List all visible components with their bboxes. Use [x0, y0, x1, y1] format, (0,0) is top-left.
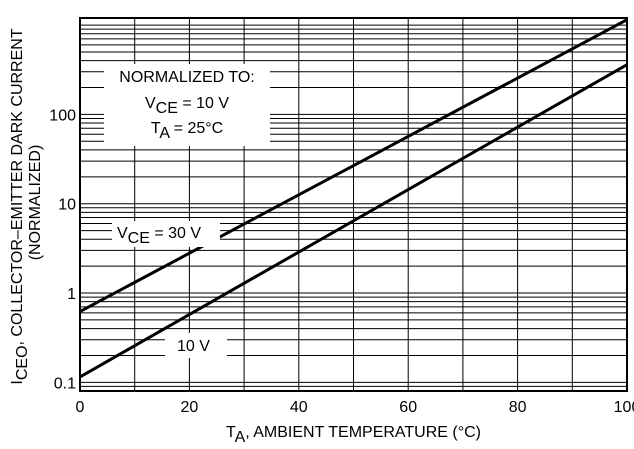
x-tick-label: 40: [290, 399, 308, 416]
series-label-10v: 10 V: [165, 333, 227, 358]
normalized-vce-sub: CE: [156, 100, 178, 117]
normalized-vce-label: VCE = 10 V: [145, 95, 229, 117]
normalized-heading: NORMALIZED TO:: [119, 69, 254, 86]
series-line-2: [79, 63, 628, 379]
y-tick-label: 100: [49, 107, 76, 124]
y-tick-label: 10: [58, 197, 76, 214]
series-label-10v-background: [165, 333, 227, 358]
normalized-ta-main: T: [151, 120, 161, 137]
x-tick-label: 20: [181, 399, 199, 416]
series-layer: [79, 18, 628, 379]
y-axis-label-main: I: [9, 380, 26, 384]
normalized-ta-rest: = 25°C: [169, 120, 223, 137]
plot-frame: [79, 17, 628, 392]
series-line-1: [79, 18, 628, 313]
y-axis-label-line2: (NORMALIZED): [27, 145, 44, 261]
series-label-vce30: VCE = 30 V: [112, 221, 220, 247]
normalized-annotation-background: [104, 64, 270, 146]
x-tick-label: 100: [614, 399, 634, 416]
x-axis-label-sub: A: [235, 429, 246, 446]
normalized-vce-main: V: [145, 95, 156, 112]
normalized-vce-rest: = 10 V: [178, 95, 229, 112]
x-axis-label-rest: , AMBIENT TEMPERATURE (°C): [245, 424, 481, 441]
normalized-ta-sub: A: [159, 125, 170, 142]
y-axis-label-rest: , COLLECTOR–EMITTER DARK CURRENT: [9, 28, 26, 345]
y-axis-label: ICEO, COLLECTOR–EMITTER DARK CURRENT: [9, 28, 31, 384]
x-axis-label: TA, AMBIENT TEMPERATURE (°C): [226, 424, 481, 446]
y-axis-label-sub: CEO: [14, 345, 31, 380]
x-axis-label-main: T: [226, 424, 236, 441]
series-label-10v-text: 10 V: [177, 338, 210, 355]
vce30-rest: = 30 V: [150, 225, 201, 242]
tick-labels: 0 20 40 60 80 100 0.1 1 10 100: [49, 107, 634, 416]
x-tick-label: 0: [76, 399, 85, 416]
series-label-vce30-text: VCE = 30 V: [117, 225, 201, 247]
y-tick-label: 0.1: [54, 375, 76, 392]
y-tick-label: 1: [67, 286, 76, 303]
x-tick-label: 80: [509, 399, 527, 416]
vce30-main: V: [117, 225, 128, 242]
x-tick-label: 60: [399, 399, 417, 416]
vce30-sub: CE: [128, 230, 150, 247]
normalized-annotation: NORMALIZED TO: VCE = 10 V TA = 25°C: [104, 64, 270, 146]
series-label-vce30-background: [112, 221, 220, 247]
normalized-ta-label: TA = 25°C: [151, 120, 223, 142]
